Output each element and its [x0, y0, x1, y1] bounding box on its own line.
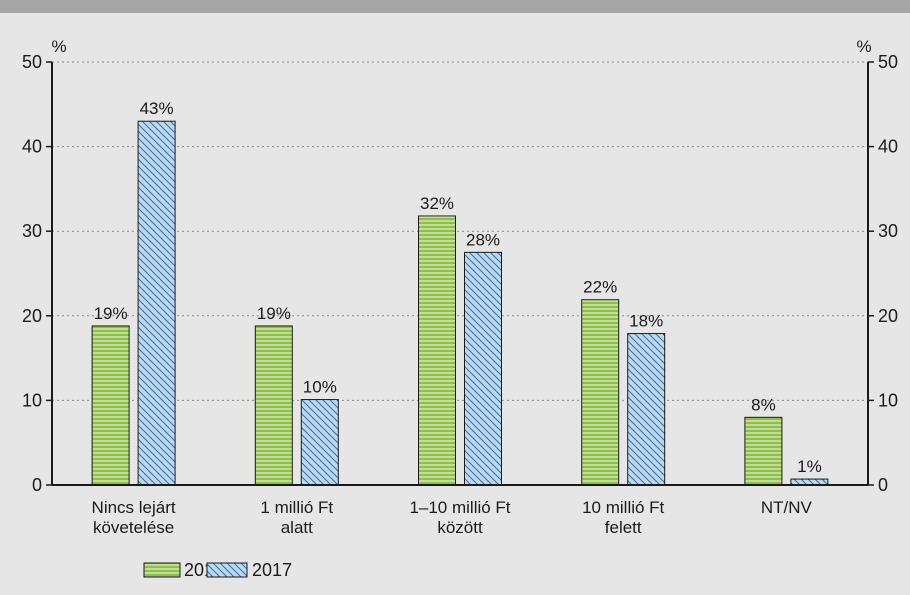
category-label: 1 millió Ft [260, 498, 333, 517]
category-label: felett [605, 518, 642, 537]
data-label-2017: 10% [303, 378, 337, 397]
data-label-2017: 18% [629, 312, 663, 331]
left-tick-label: 10 [22, 390, 42, 410]
right-tick-label: 0 [878, 475, 888, 495]
data-label-2013: 32% [420, 194, 454, 213]
right-tick-label: 50 [878, 52, 898, 72]
category-label: 10 millió Ft [582, 498, 664, 517]
data-label-2017: 1% [797, 457, 822, 476]
left-tick-label: 20 [22, 306, 42, 326]
category-label: között [437, 518, 483, 537]
data-label-2013: 19% [257, 304, 291, 323]
bar-2013 [254, 325, 293, 486]
data-label-2017: 28% [466, 230, 500, 249]
legend: 2013 2017 [143, 560, 292, 580]
gridlines [52, 61, 868, 401]
right-tick-label: 40 [878, 137, 898, 157]
right-tick-label: 10 [878, 390, 898, 410]
legend-label-2017: 2017 [252, 560, 292, 580]
left-axis-unit: % [51, 37, 66, 56]
bar-2017 [300, 399, 339, 486]
data-label-2013: 22% [583, 278, 617, 297]
left-tick-label: 40 [22, 137, 42, 157]
category-label: NT/NV [761, 498, 813, 517]
bar-2017 [627, 333, 666, 486]
right-tick-label: 20 [878, 306, 898, 326]
data-label-2017: 43% [140, 99, 174, 118]
bar-2013 [418, 215, 456, 486]
top-band [0, 0, 910, 13]
legend-swatch-2013 [143, 562, 181, 578]
bar-2017 [137, 120, 176, 486]
bars: 19% 43% 19% 10% 32% 28% 22% 18% 8% 1% [91, 99, 829, 486]
bar-2013 [581, 299, 620, 486]
bar-2013 [744, 416, 783, 486]
legend-swatch-2017 [206, 562, 248, 578]
bar-2017 [464, 251, 502, 486]
category-label: alatt [281, 518, 313, 537]
category-label: követelése [93, 518, 174, 537]
data-label-2013: 19% [94, 304, 128, 323]
axes: 0 0 10 10 20 20 30 30 40 40 50 50 [22, 52, 898, 495]
category-label: 1–10 millió Ft [409, 498, 510, 517]
left-tick-label: 30 [22, 221, 42, 241]
data-label-2013: 8% [751, 395, 776, 414]
bar-2013 [91, 325, 130, 486]
right-axis-unit: % [856, 37, 871, 56]
left-tick-label: 50 [22, 52, 42, 72]
category-label: Nincs lejárt [92, 498, 176, 517]
right-tick-label: 30 [878, 221, 898, 241]
legend-item-2017: 2017 [206, 560, 292, 580]
left-tick-label: 0 [32, 475, 42, 495]
